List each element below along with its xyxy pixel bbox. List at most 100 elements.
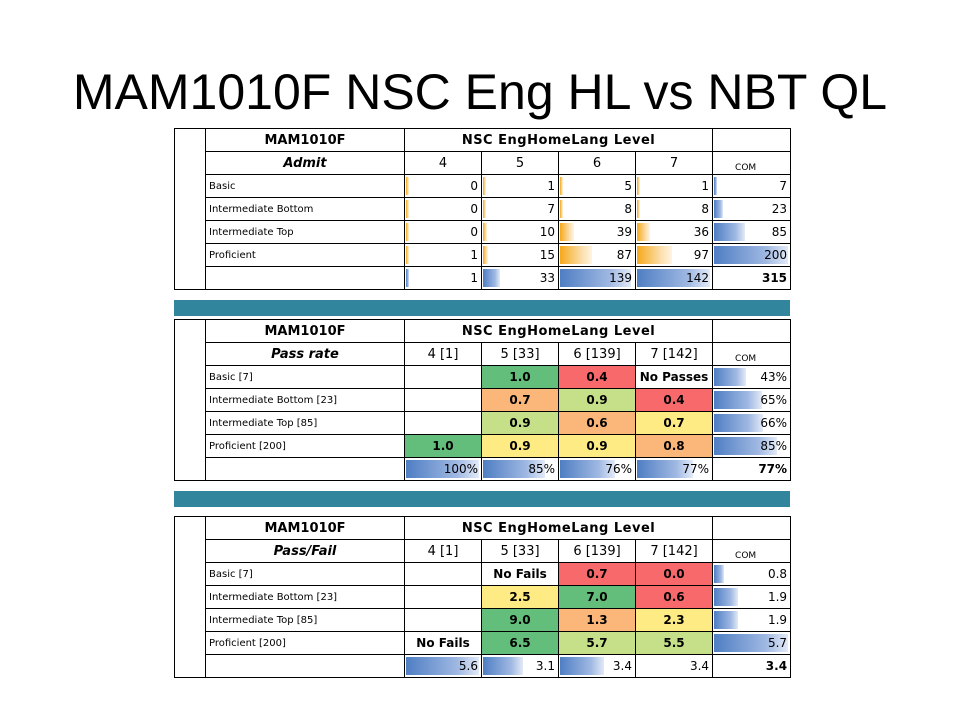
value-cell: 0.4 <box>558 365 636 389</box>
cell-value: No Passes <box>639 370 709 384</box>
data-bar <box>714 437 778 455</box>
cell-value: 85% <box>528 462 555 476</box>
cell-value: 87 <box>616 248 632 262</box>
cell-value: 65% <box>760 393 788 407</box>
value-cell <box>404 365 482 389</box>
value-cell <box>404 562 482 586</box>
data-bar <box>406 269 409 287</box>
row-label: Basic <box>205 174 405 198</box>
cell-value: 76% <box>605 462 632 476</box>
data-bar <box>714 177 718 195</box>
row-label: Intermediate Top [85] <box>205 411 405 435</box>
cell-value: 0.9 <box>586 439 608 453</box>
group-header: NSC EngHomeLang Level <box>403 319 714 343</box>
level-header: 4 <box>404 151 482 175</box>
total-cell: 5.6 <box>404 654 482 678</box>
cell-value: NSC EngHomeLang Level <box>461 323 656 339</box>
total-cell: 33 <box>481 266 559 290</box>
cell-value: No Fails <box>416 636 470 650</box>
totals-row: 1 33 139 142 315 <box>175 266 792 290</box>
cell-value: 5 <box>515 155 525 171</box>
data-bar <box>637 460 693 478</box>
cell-value: Intermediate Bottom <box>209 203 314 215</box>
com-header-blank <box>712 516 792 540</box>
data-bar <box>483 460 545 478</box>
cell-value: 1 <box>701 179 710 193</box>
com-cell: 0.8 <box>712 562 792 586</box>
slide-title: MAM1010F NSC Eng HL vs NBT QL <box>72 64 888 120</box>
total-cell: 142 <box>634 266 714 290</box>
cell-value: 5.7 <box>767 636 788 650</box>
cell-value: 0.9 <box>509 416 531 430</box>
cell-value: 1.3 <box>586 613 608 627</box>
cell-value: 1.0 <box>509 370 531 384</box>
com-label: COM <box>712 151 792 175</box>
value-cell: 36 <box>634 220 714 244</box>
value-cell: 1.3 <box>558 608 636 632</box>
cell-value: 0.9 <box>509 439 531 453</box>
data-bar <box>714 223 746 241</box>
cell-value: 0.0 <box>663 567 685 581</box>
table-row: Intermediate Top [85] 0.9 0.6 0.7 66% <box>175 411 792 435</box>
cell-value: 1.0 <box>432 439 454 453</box>
table-row: Intermediate Bottom [23] 0.7 0.9 0.4 65% <box>175 388 792 412</box>
data-bar <box>483 177 486 195</box>
cell-value: 1 <box>470 271 478 285</box>
data-bar <box>714 246 789 264</box>
cell-value: 315 <box>761 271 788 285</box>
data-table: NBT QL LEVEL MAM1010F NSC EngHomeLang Leve… <box>174 319 792 481</box>
value-cell: 0.9 <box>481 411 559 435</box>
value-cell: 0 <box>404 220 482 244</box>
data-bar <box>483 246 488 264</box>
com-cell: 1.9 <box>712 608 792 632</box>
totals-row: 5.6 3.1 3.4 3.4 3.4 <box>175 654 792 678</box>
cell-value: 5.7 <box>586 636 608 650</box>
com-label: COM <box>712 342 792 366</box>
total-cell: 100% <box>404 457 482 481</box>
value-cell: 0.6 <box>558 411 636 435</box>
side-label: NBT QL LEVEL <box>174 319 206 481</box>
total-cell: 3.1 <box>481 654 559 678</box>
total-cell: 3.4 <box>634 654 714 678</box>
table-row: Basic [7] 1.0 0.4 No Passes 43% <box>175 365 792 389</box>
com-cell: 200 <box>712 243 792 267</box>
grand-total-cell: 3.4 <box>712 654 792 678</box>
value-cell: 7.0 <box>558 585 636 609</box>
com-cell: 43% <box>712 365 792 389</box>
row-label: Intermediate Bottom [23] <box>205 585 405 609</box>
data-bar <box>637 269 710 287</box>
value-cell: 2.5 <box>481 585 559 609</box>
cell-value: MAM1010F <box>264 323 346 339</box>
level-header: 5 [33] <box>481 539 559 563</box>
group-header: NSC EngHomeLang Level <box>403 516 714 540</box>
com-cell: 85% <box>712 434 792 458</box>
data-bar <box>714 588 739 606</box>
pass-rate-table-block: NBT QL LEVEL MAM1010F NSC EngHomeLang Leve… <box>174 319 792 481</box>
table-separator <box>174 300 790 316</box>
cell-value: 1.9 <box>767 590 788 604</box>
cell-value: 85% <box>760 439 788 453</box>
course-header: MAM1010F <box>205 319 405 343</box>
row-label: Intermediate Top <box>205 220 405 244</box>
cell-value: 8 <box>701 202 710 216</box>
cell-value: 7 [142] <box>650 346 698 362</box>
cell-value: Pass/Fail <box>273 543 337 559</box>
level-header: 6 [139] <box>558 342 636 366</box>
cell-value: COM <box>735 163 757 173</box>
cell-value: Intermediate Bottom [23] <box>209 591 338 603</box>
cell-value: 1.9 <box>767 613 788 627</box>
value-cell: No Fails <box>481 562 559 586</box>
cell-value: 77% <box>758 462 788 476</box>
com-header-blank <box>712 128 792 152</box>
value-cell: 97 <box>634 243 714 267</box>
value-cell <box>404 585 482 609</box>
com-cell: 65% <box>712 388 792 412</box>
table-row: Basic 0 1 5 1 7 <box>175 174 792 198</box>
cell-value: 139 <box>609 271 632 285</box>
table-row: Intermediate Top [85] 9.0 1.3 2.3 1.9 <box>175 608 792 632</box>
value-cell: 1.0 <box>481 365 559 389</box>
cell-value: Intermediate Top <box>209 226 294 238</box>
value-cell <box>404 388 482 412</box>
com-cell: 1.9 <box>712 585 792 609</box>
data-bar <box>637 177 640 195</box>
